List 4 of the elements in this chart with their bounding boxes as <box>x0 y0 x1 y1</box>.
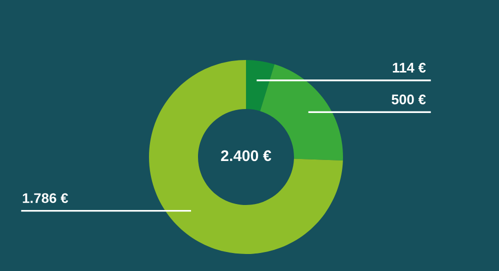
text: 2.400 € <box>221 150 272 162</box>
data-label: 500 € <box>392 94 426 104</box>
data-label: 114 € <box>392 62 426 73</box>
data-label: 1.786 € <box>22 193 68 204</box>
